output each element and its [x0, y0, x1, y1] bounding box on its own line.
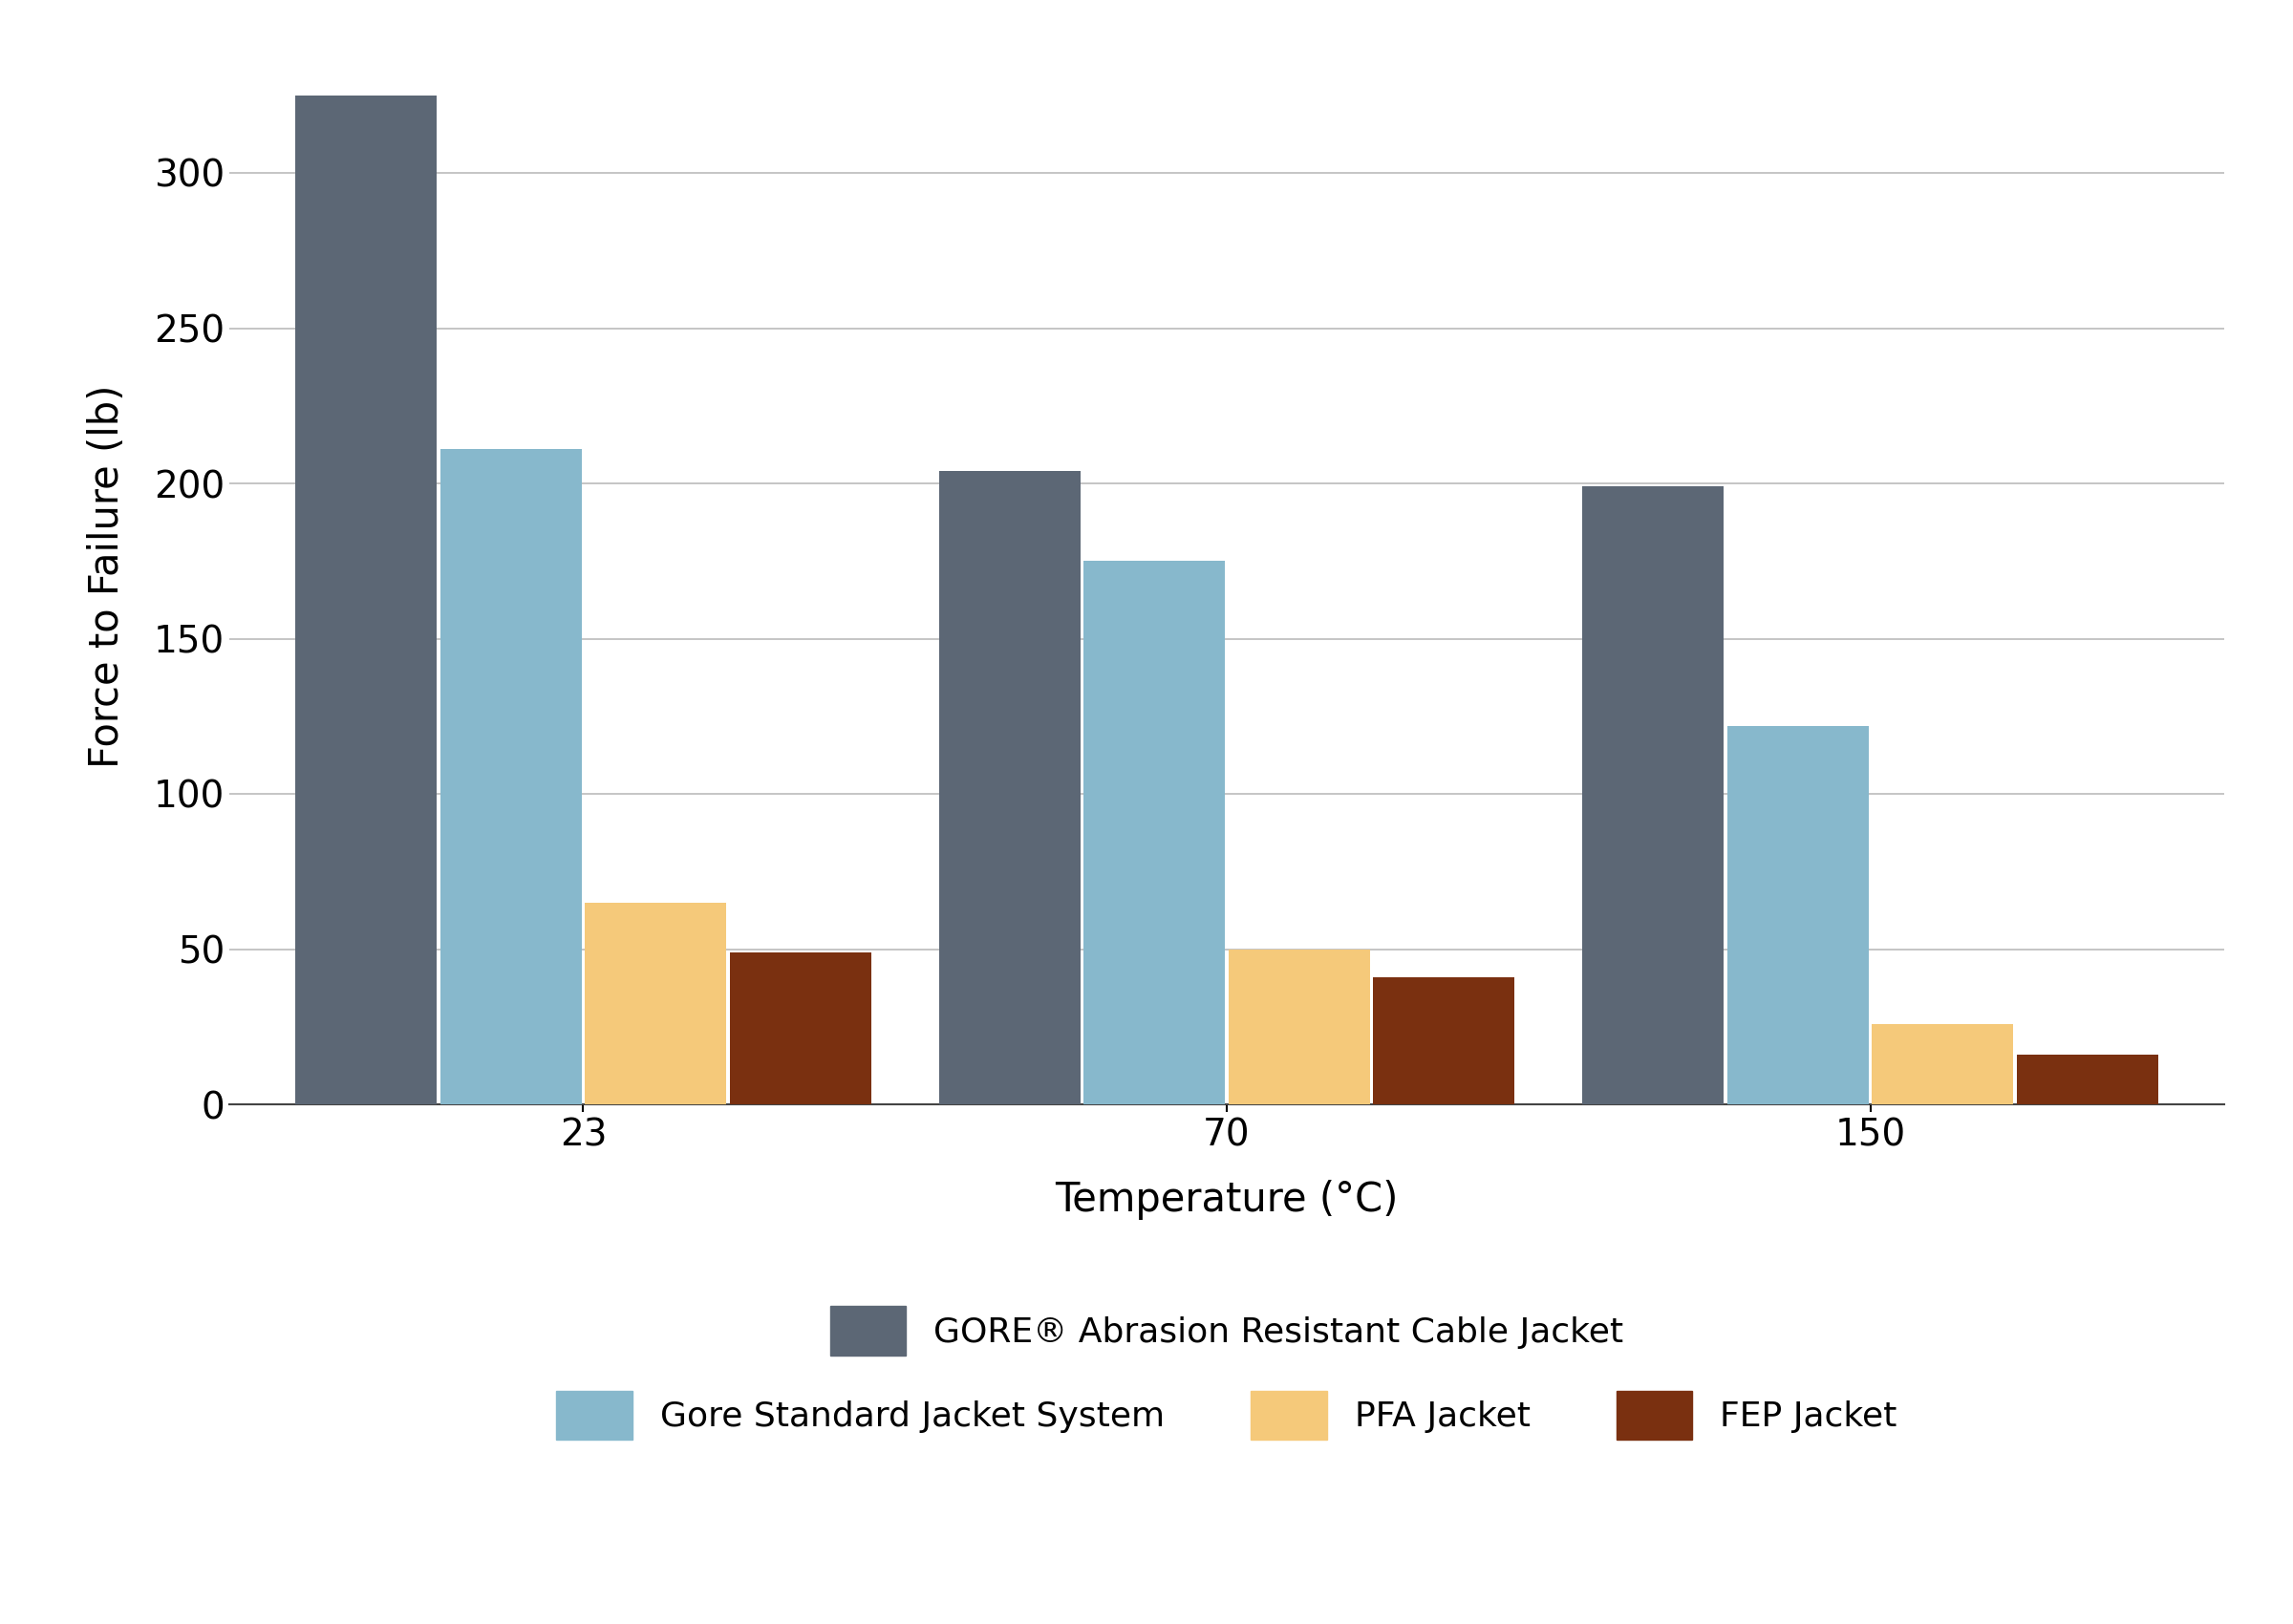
Bar	[938, 471, 1080, 1104]
Legend: Gore Standard Jacket System, PFA Jacket, FEP Jacket: Gore Standard Jacket System, PFA Jacket,…	[557, 1390, 1896, 1439]
X-axis label: Temperature (°C): Temperature (°C)	[1055, 1179, 1399, 1220]
Y-axis label: Force to Failure (lb): Force to Failure (lb)	[87, 385, 126, 768]
Bar	[296, 96, 438, 1104]
Bar	[440, 450, 582, 1104]
Bar	[1085, 560, 1224, 1104]
Bar	[1374, 978, 1516, 1104]
Bar	[729, 952, 871, 1104]
Bar	[1229, 948, 1369, 1104]
Bar	[1727, 726, 1869, 1104]
Bar	[1871, 1023, 2013, 1104]
Bar	[2016, 1054, 2158, 1104]
Bar	[1582, 487, 1724, 1104]
Bar	[585, 903, 727, 1104]
